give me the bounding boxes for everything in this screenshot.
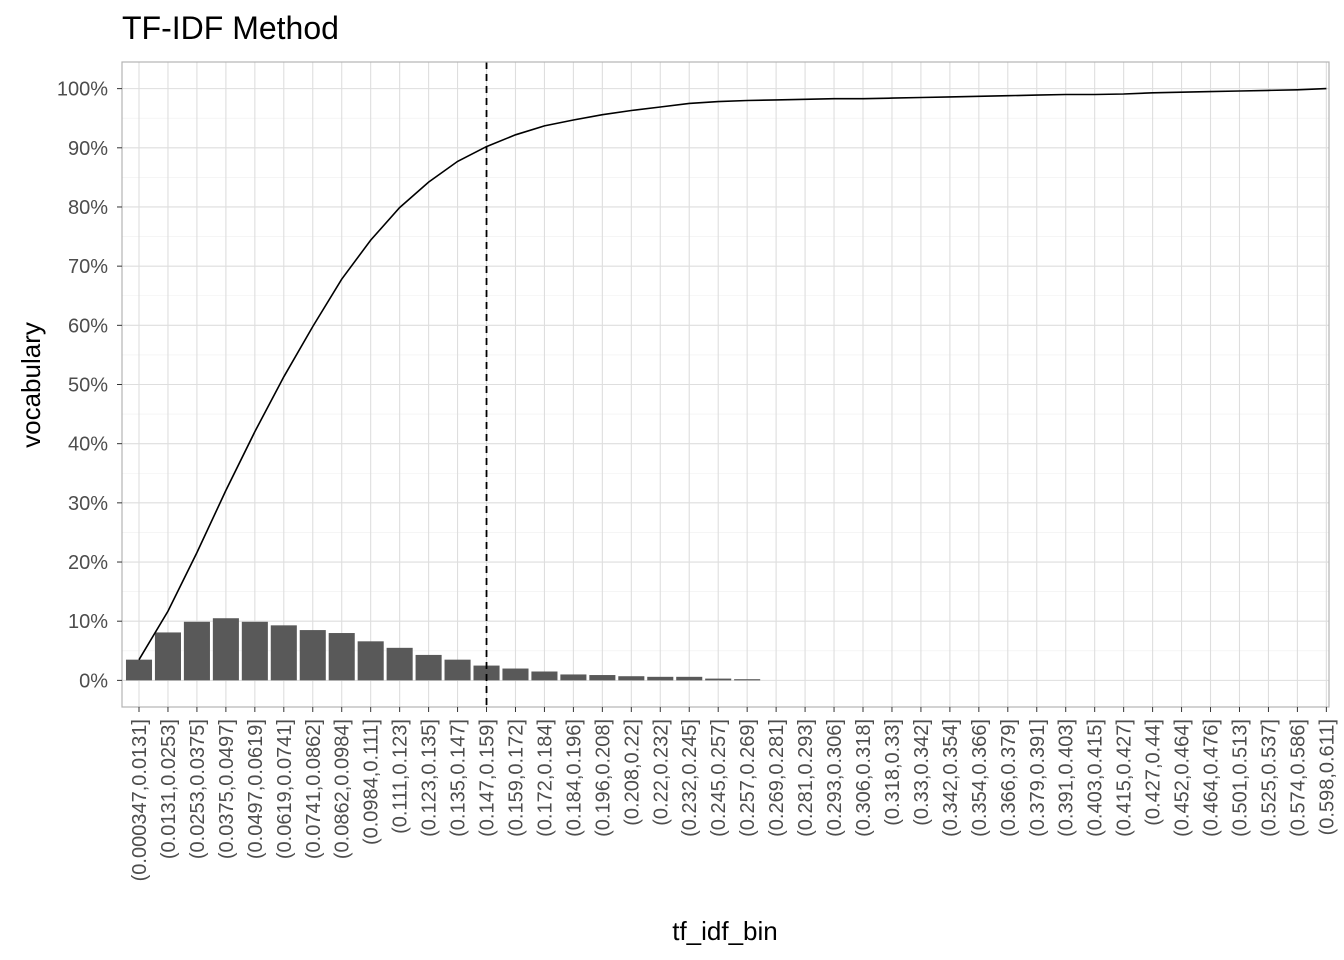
x-tick-label: (0.245,0.257] <box>708 719 730 837</box>
bar <box>473 665 500 681</box>
x-tick-label: (0.501,0.513] <box>1229 719 1251 837</box>
x-tick-label: (0.574,0.586] <box>1287 719 1309 837</box>
bar <box>386 647 413 681</box>
x-tick-label: (0.0984,0.111] <box>361 719 383 845</box>
x-tick-label: (0.269,0.281] <box>766 719 788 837</box>
y-axis-ticks: 0% 10% 20% 30% 40% 50% 60% 70% 80% 90% 100% <box>57 79 122 692</box>
x-tick-label: (0.0862,0.0984] <box>332 719 354 859</box>
x-tick-label: (0.318,0.33] <box>882 719 904 826</box>
y-tick-label: 20% <box>68 552 108 574</box>
cumulative-line-series <box>138 87 1327 661</box>
x-tick-label: (0.354,0.366] <box>969 719 991 837</box>
x-tick-label: (0.0497,0.0619] <box>245 719 267 859</box>
x-tick-label: (0.379,0.391] <box>1027 719 1049 837</box>
bar <box>154 632 181 681</box>
x-tick-label: (0.33,0.342] <box>911 719 933 826</box>
y-tick-label: 90% <box>68 138 108 160</box>
y-tick-label: 30% <box>68 493 108 515</box>
bar <box>531 671 558 681</box>
bar <box>125 659 153 681</box>
x-tick-label: (0.111,0.123] <box>390 719 412 834</box>
x-tick-label: (0.0619,0.0741] <box>274 719 296 859</box>
y-tick-label: 100% <box>57 79 108 101</box>
y-tick-label: 60% <box>68 315 108 337</box>
x-tick-label: (0.22,0.232] <box>650 719 672 826</box>
x-tick-label: (0.147,0.159] <box>477 719 499 837</box>
bar <box>502 668 529 681</box>
cumulative-line <box>138 87 1327 661</box>
x-tick-label: (0.232,0.245] <box>679 719 701 837</box>
x-tick-label: (0.257,0.269] <box>737 719 759 837</box>
x-tick-label: (0.391,0.403] <box>1056 719 1078 837</box>
x-tick-label: (0.464,0.476] <box>1201 719 1223 837</box>
x-tick-label: (0.0375,0.0497] <box>216 719 238 859</box>
y-tick-label: 40% <box>68 434 108 456</box>
x-tick-label: (0.0131,0.0253] <box>158 719 180 859</box>
x-tick-label: (0.184,0.196] <box>563 719 585 837</box>
x-axis-title: tf_idf_bin <box>672 916 778 946</box>
y-tick-label: 80% <box>68 197 108 219</box>
x-tick-label: (0.403,0.415] <box>1085 719 1107 837</box>
bar <box>270 625 297 681</box>
y-tick-label: 10% <box>68 611 108 633</box>
x-tick-label: (0.366,0.379] <box>998 719 1020 837</box>
x-tick-label: (0.427,0.44] <box>1143 719 1165 826</box>
bar <box>299 630 326 681</box>
bar <box>328 633 355 681</box>
x-tick-label: (0.415,0.427] <box>1114 719 1136 837</box>
bar <box>705 678 732 681</box>
bar <box>618 676 645 681</box>
x-tick-label: (0.342,0.354] <box>940 719 962 837</box>
x-tick-label: (0.159,0.172] <box>505 719 527 837</box>
x-axis-ticks: (0.000347,0.0131] (0.0131,0.0253] (0.0253,… <box>129 707 1338 881</box>
x-tick-label: (0.123,0.135] <box>419 719 441 837</box>
bar <box>415 654 442 681</box>
bar <box>589 675 616 681</box>
x-tick-label: (0.293,0.306] <box>824 719 846 837</box>
bar <box>212 618 239 681</box>
bar <box>183 621 210 681</box>
bar <box>560 674 587 681</box>
x-tick-label: (0.000347,0.0131] <box>129 719 151 881</box>
bar <box>676 676 703 681</box>
x-tick-label: (0.281,0.293] <box>795 719 817 837</box>
x-tick-label: (0.172,0.184] <box>534 719 556 837</box>
x-tick-label: (0.598,0.611] <box>1316 719 1338 835</box>
y-tick-label: 70% <box>68 256 108 278</box>
x-tick-label: (0.452,0.464] <box>1172 719 1194 837</box>
grid-lines <box>122 62 1329 707</box>
y-tick-label: 0% <box>79 670 108 692</box>
bar <box>357 641 384 681</box>
y-tick-label: 50% <box>68 375 108 397</box>
x-tick-label: (0.525,0.537] <box>1258 719 1280 837</box>
x-tick-label: (0.0253,0.0375] <box>187 719 209 859</box>
y-axis-title: vocabulary <box>16 322 46 448</box>
chart-title: TF-IDF Method <box>122 10 339 46</box>
x-tick-label: (0.0741,0.0862] <box>303 719 325 859</box>
bar <box>444 659 471 681</box>
bar <box>647 676 674 681</box>
x-tick-label: (0.208,0.22] <box>621 719 643 826</box>
bar <box>241 621 268 681</box>
x-tick-label: (0.135,0.147] <box>448 719 470 837</box>
bar <box>734 679 761 681</box>
x-tick-label: (0.306,0.318] <box>853 719 875 837</box>
bar-series <box>125 618 761 681</box>
x-tick-label: (0.196,0.208] <box>592 719 614 837</box>
